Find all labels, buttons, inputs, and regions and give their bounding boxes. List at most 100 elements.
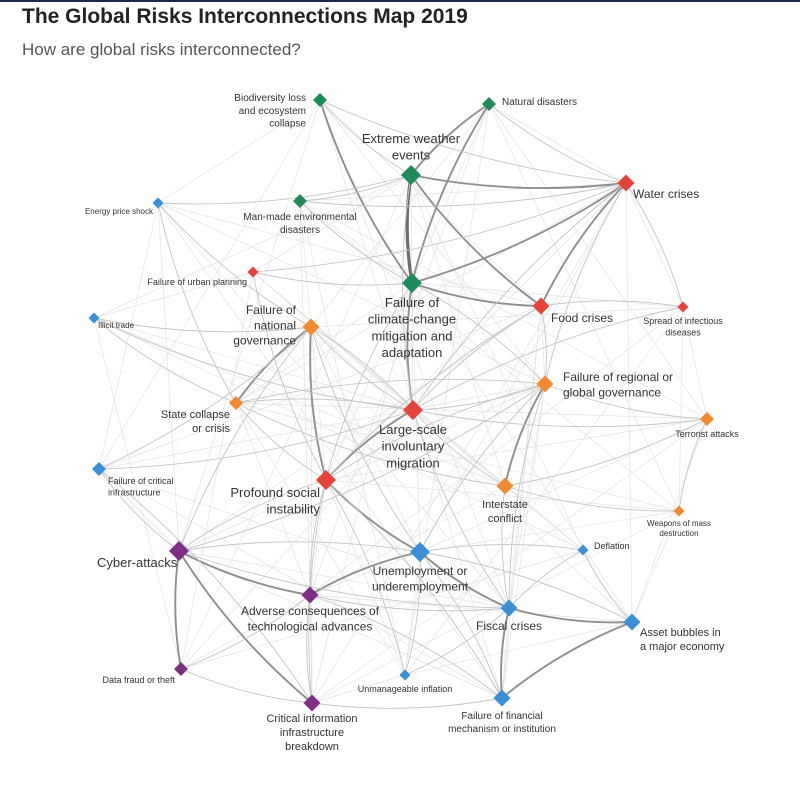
node-state[interactable] xyxy=(229,396,243,410)
edge-deflation-fiscal xyxy=(508,549,584,609)
edge-adverse-cii xyxy=(306,594,313,704)
background-edge xyxy=(419,182,627,553)
background-edge xyxy=(488,103,627,184)
background-edge xyxy=(319,99,542,307)
background-edge xyxy=(157,202,503,699)
edge-asset-financial xyxy=(501,621,633,699)
label-wmd: Weapons of mass destruction xyxy=(647,519,711,538)
top-accent-bar xyxy=(0,0,800,2)
label-line: breakdown xyxy=(285,741,339,753)
edge-infrastructure-migration xyxy=(98,409,414,470)
node-urban[interactable] xyxy=(247,266,259,278)
label-state: State collapse or crisis xyxy=(161,409,231,435)
edge-manmade-climate xyxy=(299,200,413,284)
page-subtitle: How are global risks interconnected? xyxy=(22,40,301,59)
label-line: Profound social xyxy=(230,485,320,500)
background-edge xyxy=(235,282,413,404)
label-line: or crisis xyxy=(192,423,230,435)
background-edge xyxy=(325,479,680,512)
node-food[interactable] xyxy=(532,297,550,315)
node-inflation[interactable] xyxy=(399,669,411,681)
label-line: Failure of xyxy=(246,303,297,317)
background-edge xyxy=(319,99,510,609)
page-title: The Global Risks Interconnections Map 20… xyxy=(22,5,468,28)
label-line: Water crises xyxy=(633,187,699,201)
label-line: technological advances xyxy=(248,619,373,633)
label-line: disasters xyxy=(280,225,320,236)
edge-datafraud-adverse xyxy=(180,594,311,670)
label-line: migration xyxy=(386,455,439,470)
node-climate[interactable] xyxy=(402,273,422,293)
node-extreme[interactable] xyxy=(401,165,421,185)
background-edge xyxy=(311,510,680,704)
label-line: collapse xyxy=(269,119,306,130)
background-edge xyxy=(540,305,546,385)
label-line: Natural disasters xyxy=(502,97,577,108)
edge-urban-climate xyxy=(252,271,413,286)
background-edge xyxy=(299,200,311,596)
background-edge xyxy=(299,200,312,328)
node-deflation[interactable] xyxy=(577,544,589,556)
node-interstate[interactable] xyxy=(496,477,514,495)
edge-regional-climate xyxy=(411,282,546,385)
edge-cyber-adverse xyxy=(178,550,311,596)
background-edge xyxy=(411,282,421,553)
label-line: climate-change xyxy=(368,312,456,327)
node-asset[interactable] xyxy=(623,613,641,631)
label-line: events xyxy=(392,148,431,163)
background-edge xyxy=(625,182,684,308)
edge-financial-adverse xyxy=(309,594,503,699)
edge-regional-interstate xyxy=(504,383,546,487)
background-edge xyxy=(98,468,510,609)
label-cii: Critical information infrastructure breakd… xyxy=(266,713,357,753)
label-line: Unmanageable inflation xyxy=(358,684,453,694)
edge-cyber-fiscal xyxy=(178,550,510,609)
background-edge xyxy=(157,202,510,609)
background-edge xyxy=(178,550,510,609)
node-natural[interactable] xyxy=(482,97,496,111)
background-edge xyxy=(488,103,708,420)
label-line: instability xyxy=(267,502,321,517)
node-migration[interactable] xyxy=(403,400,423,420)
node-infectious[interactable] xyxy=(677,301,689,313)
node-financial[interactable] xyxy=(493,689,511,707)
edge-natural-climate xyxy=(411,103,490,284)
node-adverse[interactable] xyxy=(301,586,319,604)
node-regional[interactable] xyxy=(536,375,554,393)
node-fiscal[interactable] xyxy=(500,599,518,617)
background-edge xyxy=(299,200,708,420)
label-unemployment: Unemployment or underemployment xyxy=(372,564,469,593)
label-line: mitigation and xyxy=(372,328,453,343)
edge-natural-water xyxy=(488,103,627,184)
label-line: Fiscal crises xyxy=(476,619,542,633)
node-national[interactable] xyxy=(302,318,320,336)
label-line: and ecosystem xyxy=(239,106,306,117)
edge-state-social xyxy=(235,402,327,481)
edge-water-food xyxy=(540,182,627,307)
label-line: diseases xyxy=(665,328,701,338)
label-national: Failure of national governance xyxy=(233,303,296,348)
background-edge xyxy=(299,200,413,284)
background-edge xyxy=(299,182,627,202)
label-line: Cyber-attacks xyxy=(97,555,178,570)
node-energy[interactable] xyxy=(152,197,164,209)
label-fiscal: Fiscal crises xyxy=(476,619,542,633)
node-wmd[interactable] xyxy=(673,505,685,517)
node-terrorist[interactable] xyxy=(700,412,714,426)
label-line: Asset bubbles in xyxy=(640,627,721,639)
background-edge xyxy=(180,409,414,670)
label-line: involuntary xyxy=(382,439,445,454)
edge-cii-financial xyxy=(311,697,503,709)
edge-datafraud-cii xyxy=(180,668,313,704)
node-datafraud[interactable] xyxy=(174,662,188,676)
background-edge xyxy=(488,103,680,512)
edge-infectious-migration xyxy=(412,306,684,411)
edge-social-adverse xyxy=(309,479,327,596)
label-biodiversity: Biodiversity loss and ecosystem collapse xyxy=(234,93,306,130)
node-unemployment[interactable] xyxy=(410,542,430,562)
node-social[interactable] xyxy=(316,470,336,490)
edge-illicit-national xyxy=(93,317,312,333)
node-cii[interactable] xyxy=(303,694,321,712)
background-edge xyxy=(309,594,313,704)
background-edge xyxy=(252,174,412,273)
